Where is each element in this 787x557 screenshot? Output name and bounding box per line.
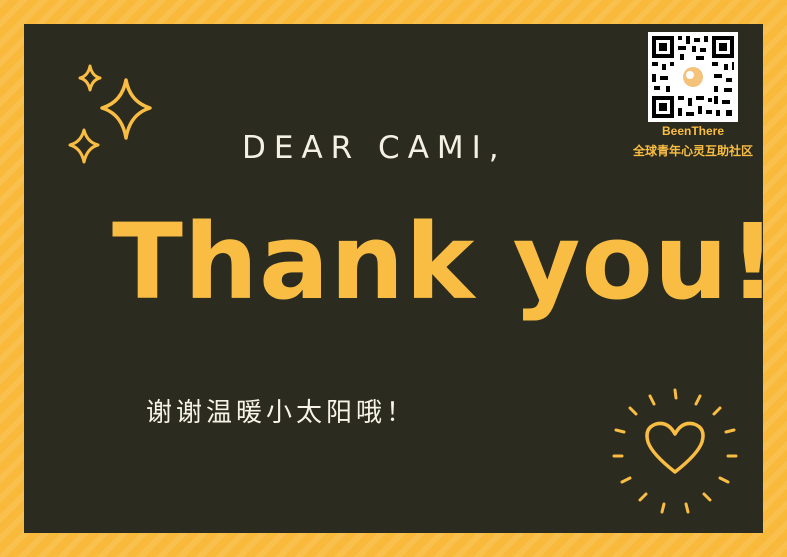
brand-tagline: 全球青年心灵互助社区 bbox=[632, 144, 753, 158]
thank-you-headline: Thank you! bbox=[112, 201, 778, 323]
chinese-subtitle: 谢谢温暖小太阳哦！ bbox=[146, 398, 417, 428]
greeting-text: DEAR CAMI, bbox=[242, 130, 507, 166]
heart-icon bbox=[612, 388, 738, 514]
sparkle-icon bbox=[68, 64, 152, 164]
qr-code-icon bbox=[648, 32, 738, 122]
brand-name: BeenThere bbox=[661, 124, 725, 138]
